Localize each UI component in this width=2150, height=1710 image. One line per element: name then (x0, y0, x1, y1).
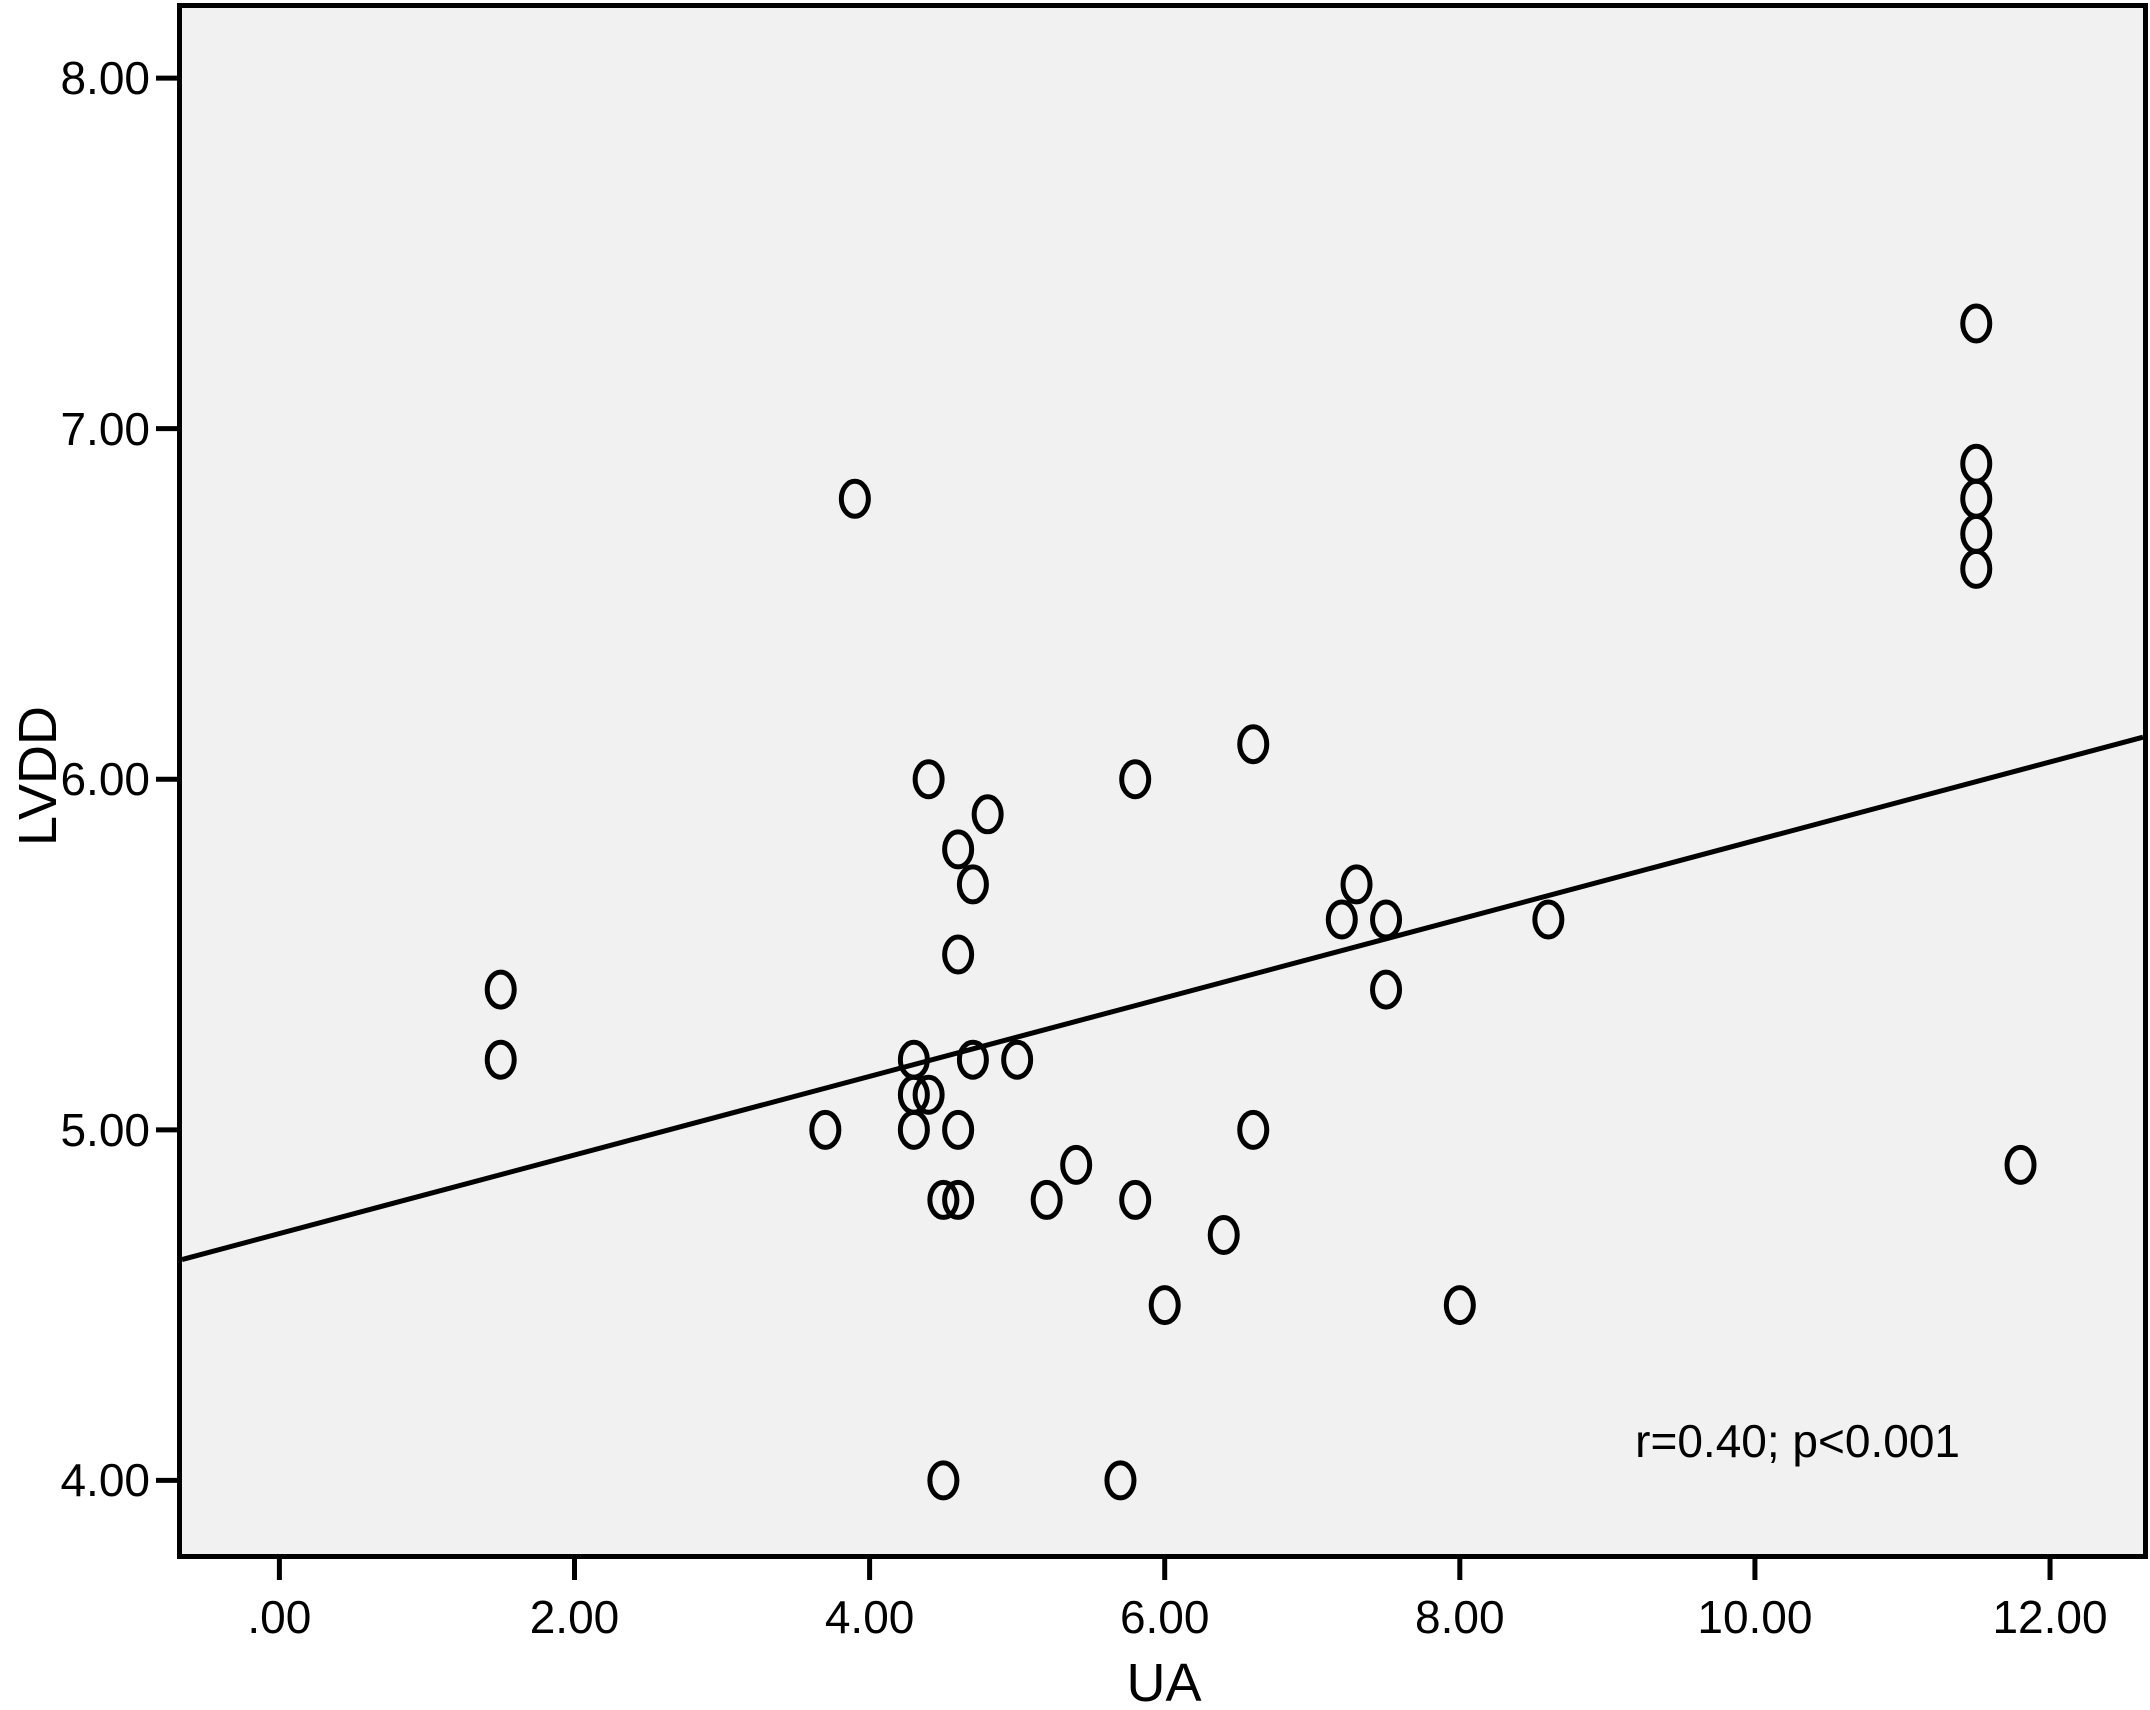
correlation-annotation: r=0.40; p<0.001 (1635, 1415, 1960, 1467)
x-tick-label: 6.00 (1119, 1591, 1210, 1643)
data-point-marker (927, 1460, 960, 1501)
y-axis-title: LVDD (8, 705, 68, 847)
data-point-marker (1060, 1144, 1093, 1185)
data-point-marker (1119, 759, 1152, 800)
data-point-marker (1960, 303, 1993, 344)
y-tick-label: 7.00 (60, 402, 150, 455)
x-tick-label: 8.00 (1415, 1591, 1505, 1643)
data-point-marker (1370, 899, 1403, 940)
data-point-marker (942, 934, 975, 975)
data-point-marker (1119, 1179, 1152, 1220)
data-point-marker (942, 1179, 975, 1220)
data-point-marker (956, 1039, 989, 1080)
y-tick-label: 8.00 (60, 52, 150, 105)
data-point-marker (1001, 1039, 1034, 1080)
data-point-marker (1960, 513, 1993, 554)
data-point-marker (484, 1039, 517, 1080)
plot-area (177, 3, 2148, 1559)
data-point-marker (942, 1109, 975, 1150)
x-tick-label: 4.00 (824, 1591, 915, 1643)
data-point-marker (1237, 1109, 1270, 1150)
data-point-marker (1960, 478, 1993, 519)
data-point-marker (484, 969, 517, 1010)
data-point-marker (912, 1074, 945, 1115)
y-tick-label: 5.00 (60, 1103, 150, 1156)
data-point-marker (838, 478, 871, 519)
data-point-marker (1030, 1179, 1063, 1220)
data-point-marker (1207, 1214, 1240, 1255)
data-point-marker (1148, 1285, 1181, 1326)
x-axis-title: UA (1126, 1653, 1202, 1710)
x-tick-label: 10.00 (1697, 1591, 1813, 1643)
data-point-marker (912, 759, 945, 800)
data-point-marker (971, 794, 1004, 835)
x-tick-label: .00 (247, 1591, 312, 1643)
data-point-marker (1237, 724, 1270, 765)
x-tick-label: 2.00 (529, 1591, 620, 1643)
x-tick-label: 12.00 (1992, 1591, 2108, 1643)
data-point-marker (809, 1109, 842, 1150)
y-tick-label: 6.00 (60, 753, 150, 806)
trend-line (181, 734, 2144, 1262)
data-point-marker (1532, 899, 1565, 940)
data-point-marker (1960, 443, 1993, 484)
data-point-marker (2004, 1144, 2037, 1185)
data-point-marker (956, 864, 989, 905)
data-point-marker (1340, 864, 1373, 905)
data-point-marker (1325, 899, 1358, 940)
data-point-marker (897, 1109, 930, 1150)
data-point-marker (942, 829, 975, 870)
data-point-marker (927, 1179, 960, 1220)
data-point-marker (1443, 1285, 1476, 1326)
y-tick-label: 4.00 (60, 1454, 150, 1507)
data-point-marker (1104, 1460, 1137, 1501)
data-point-marker (1960, 548, 1993, 589)
data-point-marker (1370, 969, 1403, 1010)
